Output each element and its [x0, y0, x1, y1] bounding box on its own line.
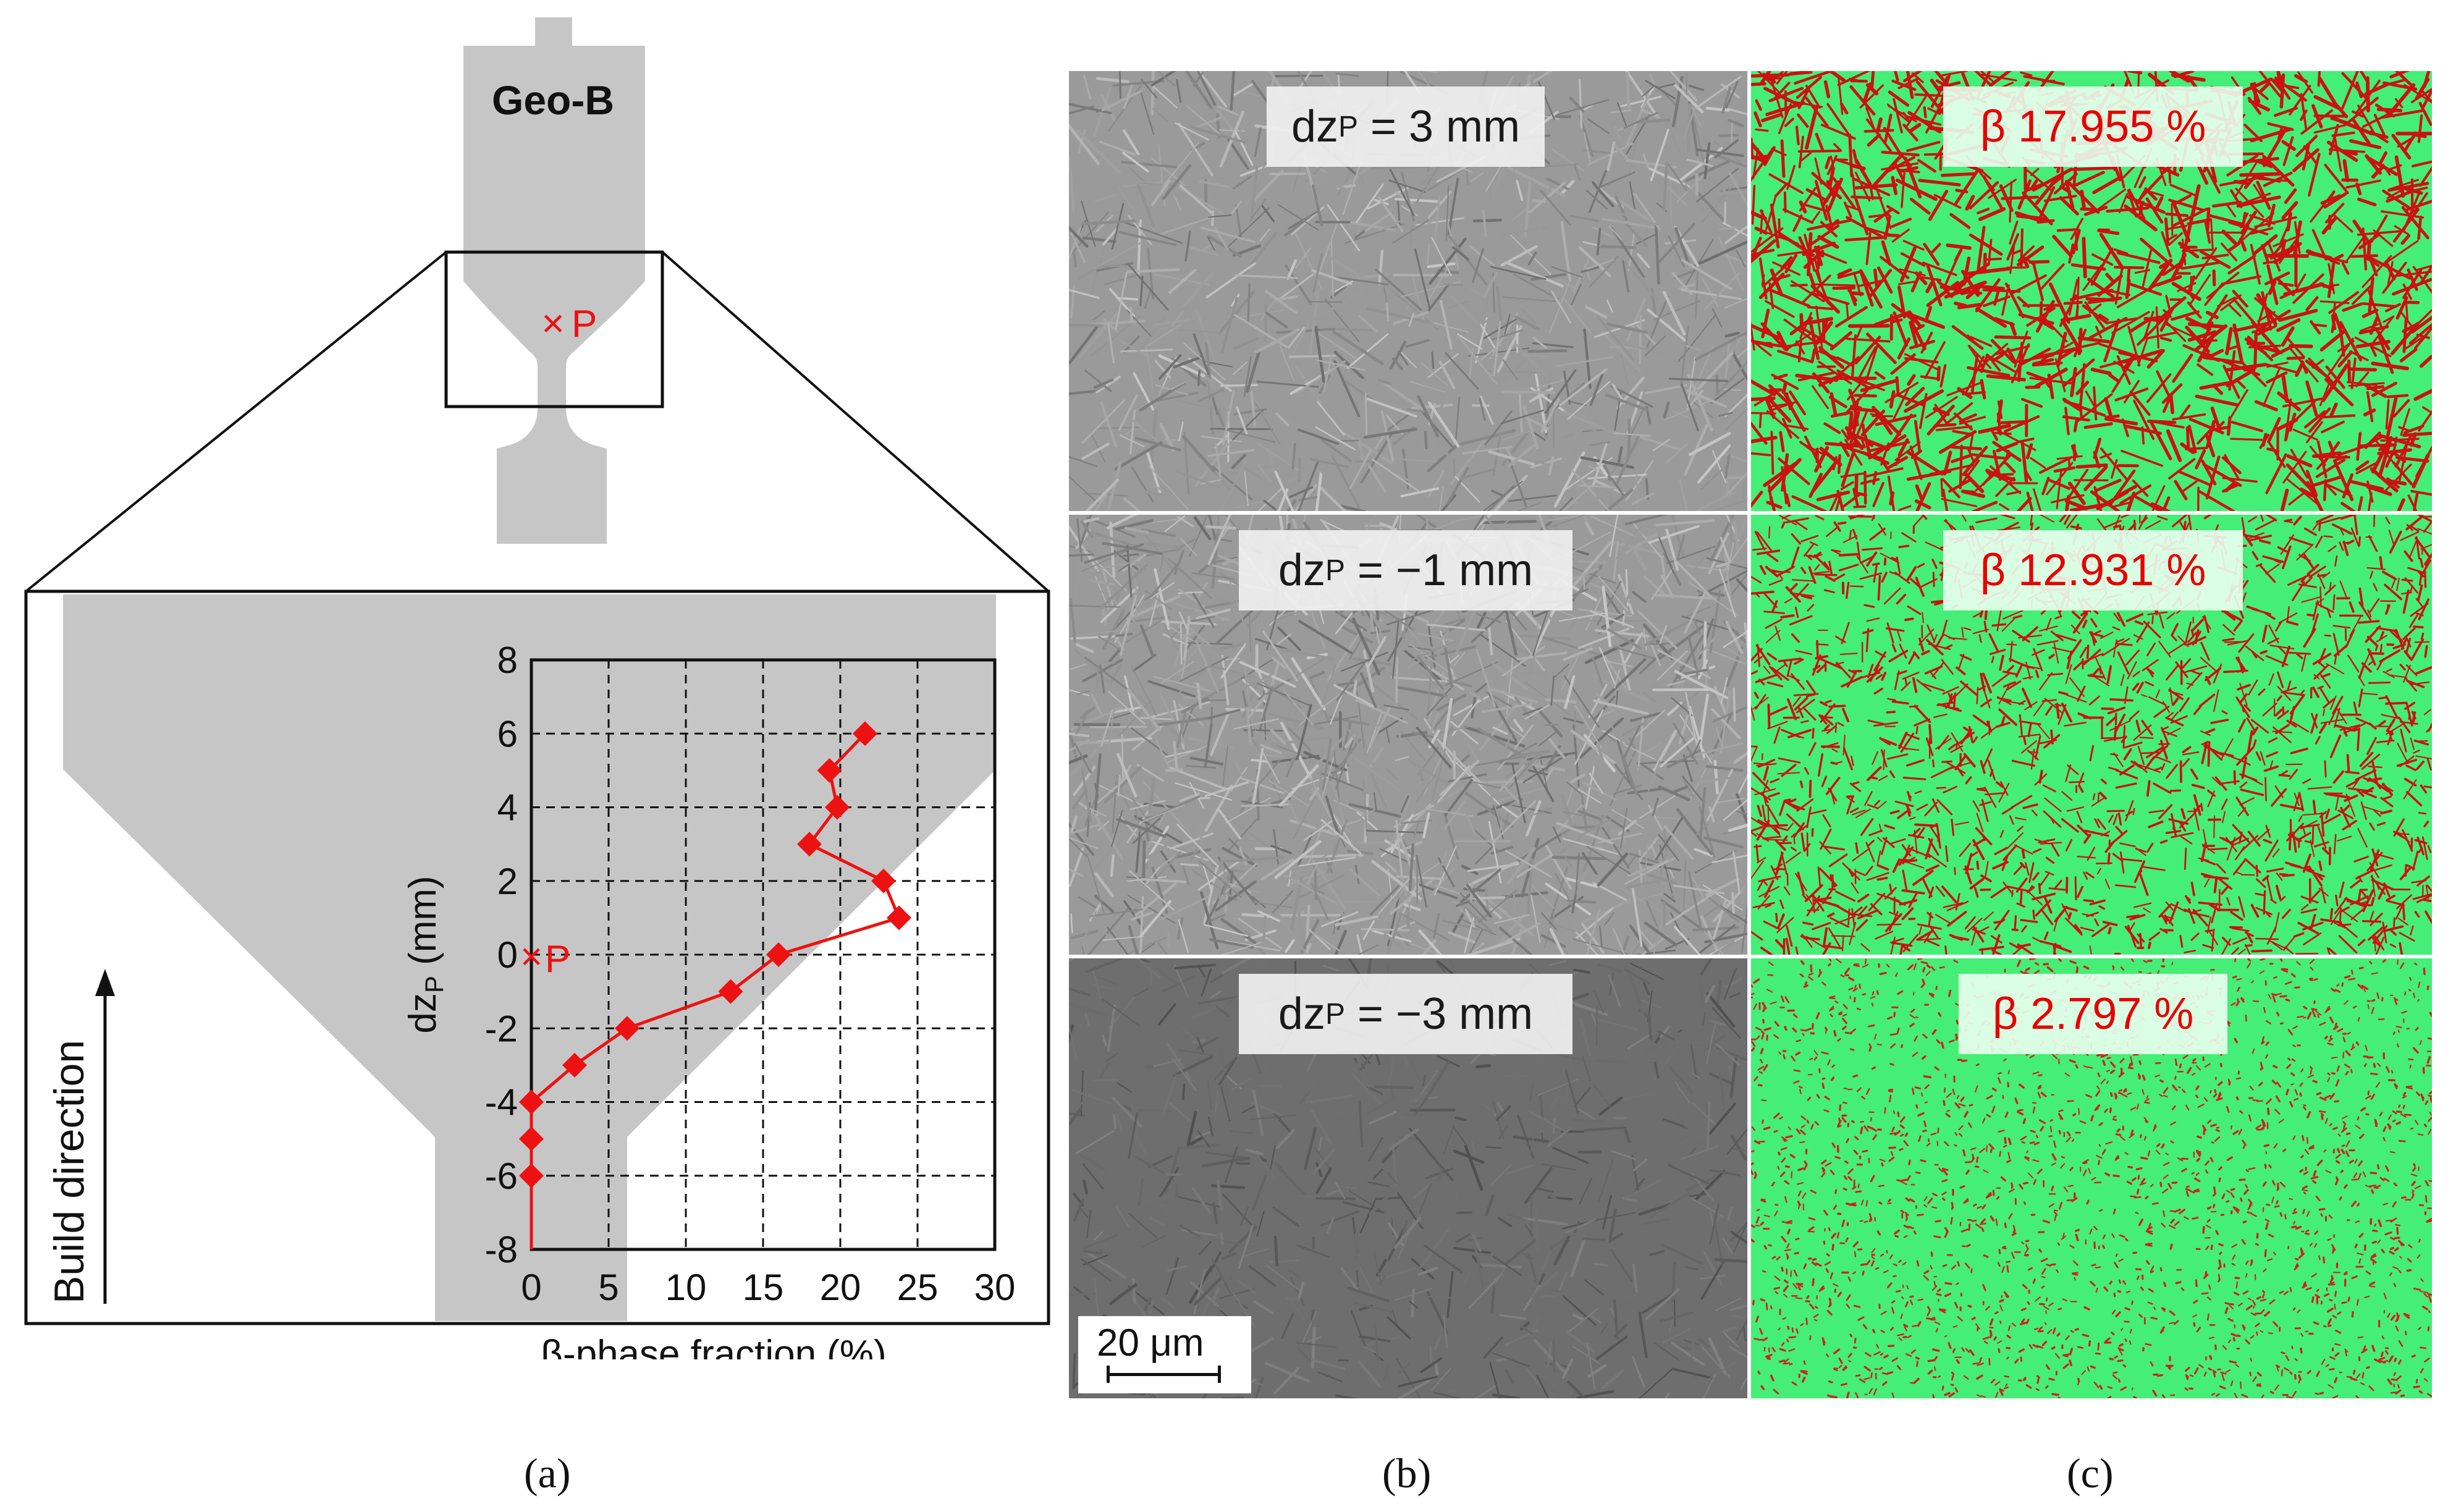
- y-axis-label: dzP (mm): [402, 876, 449, 1033]
- micro-texture-3: [1069, 958, 1747, 1398]
- scale-bar-line: [1108, 1373, 1219, 1376]
- scale-bar-tick-right: [1218, 1366, 1221, 1383]
- data-point: [615, 1016, 639, 1041]
- part-label: Geo-B: [492, 77, 614, 123]
- phase-texture-3: [1751, 958, 2432, 1398]
- micro-label-2-sub: P: [1325, 554, 1345, 587]
- y-tick-label: -8: [485, 1229, 518, 1270]
- zoom-line-left: [25, 251, 447, 593]
- data-point: [797, 832, 822, 857]
- zoom-line-right: [661, 251, 1050, 593]
- data-point: [766, 942, 791, 967]
- y-tick-label: 0: [497, 934, 518, 976]
- micro-label-1-pre: dz: [1291, 102, 1338, 151]
- micro-label-1: dz P = 3 mm: [1267, 87, 1545, 167]
- data-point: [519, 1126, 544, 1152]
- scale-bar-box: 20 μm: [1078, 1316, 1251, 1393]
- scale-bar-label: 20 μm: [1097, 1322, 1204, 1364]
- beta-label-2: β 12.931 %: [1943, 530, 2243, 610]
- subfigure-label-b: (b): [1382, 1450, 1432, 1497]
- micro-label-1-sub: P: [1338, 110, 1358, 143]
- data-point: [519, 1163, 544, 1188]
- zoom-box: [444, 250, 664, 408]
- data-point: [853, 721, 877, 746]
- x-axis-label: β-phase fraction (%): [541, 1333, 886, 1359]
- part-body: [463, 46, 645, 544]
- micro-label-3-sub: P: [1325, 997, 1345, 1031]
- y-tick-label: -6: [485, 1155, 518, 1197]
- micro-texture-2: [1069, 515, 1747, 955]
- chart-point-marker: ×: [520, 935, 542, 978]
- micro-label-2-post: = −1 mm: [1344, 546, 1534, 595]
- micro-label-1-post: = 3 mm: [1358, 102, 1521, 151]
- y-tick-label: -2: [485, 1008, 518, 1049]
- micro-label-3-post: = −3 mm: [1344, 989, 1534, 1039]
- data-point: [817, 758, 842, 783]
- scale-bar-tick-left: [1107, 1366, 1110, 1383]
- panel-a-figure: Geo-B × P Build direction 0 5 10 15 20 25 3086…: [24, 17, 1050, 1359]
- point-marker: ×: [541, 301, 564, 345]
- data-point: [562, 1052, 587, 1078]
- micro-label-2: dz P = −1 mm: [1239, 530, 1572, 610]
- beta-label-3: β 2.797 %: [1959, 974, 2227, 1054]
- build-direction-arrowhead: [95, 969, 115, 996]
- data-point: [871, 868, 896, 893]
- y-tick-label: 6: [497, 713, 518, 754]
- data-point: [825, 795, 850, 820]
- subfigure-label-a: (a): [524, 1450, 571, 1497]
- build-direction-label: Build direction: [46, 1040, 93, 1304]
- x-tick-label: 10: [665, 1267, 707, 1308]
- enlarged-part: [63, 594, 996, 1321]
- x-tick-label: 20: [820, 1267, 861, 1308]
- point-label: P: [572, 303, 597, 345]
- y-tick-label: 8: [497, 640, 518, 681]
- x-tick-label: 5: [598, 1267, 618, 1308]
- micro-label-2-pre: dz: [1278, 546, 1325, 595]
- micro-label-3: dz P = −3 mm: [1239, 974, 1572, 1054]
- data-point: [718, 979, 743, 1004]
- x-tick-label: 30: [974, 1267, 1016, 1308]
- data-point: [519, 1089, 544, 1115]
- subfigure-label-c: (c): [2067, 1450, 2114, 1497]
- micro-label-3-pre: dz: [1278, 989, 1325, 1039]
- beta-label-1: β 17.955 %: [1943, 87, 2243, 167]
- y-tick-label: 2: [497, 861, 518, 902]
- x-tick-label: 15: [743, 1267, 784, 1308]
- data-point: [887, 905, 911, 931]
- part-sprue: [535, 17, 572, 47]
- x-tick-label: 25: [897, 1267, 939, 1308]
- chart-point-label: P: [545, 938, 570, 981]
- y-tick-label: -4: [485, 1082, 518, 1123]
- x-tick-label: 0: [521, 1267, 541, 1308]
- y-tick-label: 4: [497, 787, 518, 829]
